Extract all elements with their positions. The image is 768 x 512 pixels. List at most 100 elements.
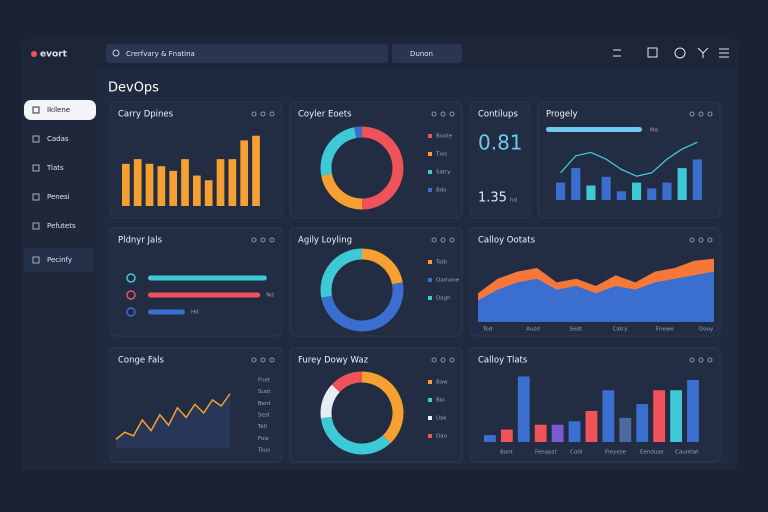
sidebar-item[interactable]: Ikilene [47, 106, 70, 114]
legend-label: Tlos [435, 152, 447, 158]
panel-icon[interactable] [440, 357, 446, 363]
bar [551, 424, 564, 442]
panel-icon[interactable] [251, 357, 257, 363]
legend-swatch [428, 434, 432, 438]
legend-label: Boote [436, 134, 453, 140]
panel-icon[interactable] [251, 237, 257, 243]
bar [252, 135, 260, 206]
sidebar-icon [32, 164, 40, 172]
search-box[interactable] [106, 44, 388, 63]
panel-icon[interactable] [707, 237, 713, 243]
sidebar-item-bg [24, 248, 94, 272]
panel-icon[interactable] [689, 111, 695, 117]
row-icon [126, 273, 136, 283]
row-icon [126, 307, 136, 317]
panel-icon[interactable] [269, 357, 275, 363]
panel [109, 227, 283, 337]
icon[interactable] [613, 49, 621, 57]
sidebar-icon [32, 106, 40, 114]
kpi-unit: hd [510, 198, 517, 204]
panel-icon[interactable] [440, 111, 446, 117]
panel-icon[interactable] [449, 357, 455, 363]
bar [602, 390, 615, 442]
bar [585, 410, 598, 442]
donut-segment [320, 127, 357, 176]
panel-title: Calloy Tlats [478, 356, 528, 366]
legend-swatch [428, 416, 432, 420]
panel-icon[interactable] [707, 111, 713, 117]
bar [601, 176, 611, 200]
logo: evort [40, 50, 68, 60]
y-label: Bent [258, 401, 272, 407]
legend-swatch [428, 398, 432, 402]
panel-icon[interactable] [431, 237, 437, 243]
icon[interactable] [647, 47, 658, 58]
bar [484, 435, 496, 442]
panel-icon[interactable] [707, 357, 713, 363]
sidebar-item[interactable]: Pefutets [47, 222, 76, 230]
panel-title: Contilups [478, 110, 518, 120]
line [560, 141, 698, 177]
panel-icon[interactable] [260, 357, 266, 363]
donut-segment [331, 371, 363, 393]
legend-swatch [428, 260, 432, 264]
panel-icon[interactable] [431, 357, 437, 363]
bar [169, 170, 178, 206]
bar [670, 390, 682, 442]
sidebar-item[interactable]: Penesi [47, 193, 70, 201]
bar [647, 188, 657, 200]
y-label: Tous [257, 448, 270, 454]
panel-icon[interactable] [269, 111, 275, 117]
bar [568, 421, 581, 442]
bar [193, 175, 201, 206]
panel-title: Calloy Ootats [478, 236, 536, 246]
bar [181, 159, 189, 206]
bar-label: Nd [266, 293, 274, 299]
legend-label: Blo [436, 398, 445, 404]
panel-icon[interactable] [698, 111, 704, 117]
kpi-sub: 1.35 [478, 191, 507, 206]
panel-icon[interactable] [431, 111, 437, 117]
donut-segment [320, 416, 391, 455]
panel-icon[interactable] [260, 237, 266, 243]
panel-icon[interactable] [269, 237, 275, 243]
row-icon [126, 290, 136, 300]
icon[interactable] [674, 47, 686, 59]
sidebar-item[interactable]: Pecinfy [47, 256, 72, 264]
bar [571, 168, 581, 200]
x-label: Cauntlat [675, 450, 699, 456]
icon[interactable] [719, 48, 729, 58]
legend-label: Uak [436, 416, 447, 422]
panel-icon[interactable] [260, 111, 266, 117]
sidebar-item[interactable]: Cadas [47, 135, 69, 143]
hbar [148, 292, 261, 298]
panel-icon[interactable] [449, 237, 455, 243]
bar [653, 390, 666, 442]
icon[interactable] [697, 47, 709, 58]
line-area [116, 393, 230, 448]
panel-icon[interactable] [689, 357, 695, 363]
hbar [148, 275, 267, 281]
y-label: Foiz [258, 436, 269, 442]
legend-label: Tolb [435, 260, 447, 266]
panel-icon[interactable] [698, 237, 704, 243]
panel-icon[interactable] [449, 111, 455, 117]
panel-icon[interactable] [698, 357, 704, 363]
panel-icon[interactable] [689, 237, 695, 243]
sidebar-item[interactable]: Tiats [46, 164, 64, 172]
x-label: Bant [500, 450, 514, 456]
progress-bar [546, 127, 642, 132]
sidebar-icon [32, 135, 40, 143]
dropdown[interactable] [392, 44, 462, 63]
panel-icon[interactable] [251, 111, 257, 117]
donut-segment [320, 248, 363, 298]
bar [677, 168, 687, 200]
donut-segment [361, 371, 404, 444]
panel-icon[interactable] [440, 237, 446, 243]
bar [636, 404, 649, 442]
x-label: Dooy [699, 327, 714, 333]
legend-label: Satry [436, 170, 451, 176]
bar [616, 191, 626, 200]
bar [687, 379, 699, 442]
